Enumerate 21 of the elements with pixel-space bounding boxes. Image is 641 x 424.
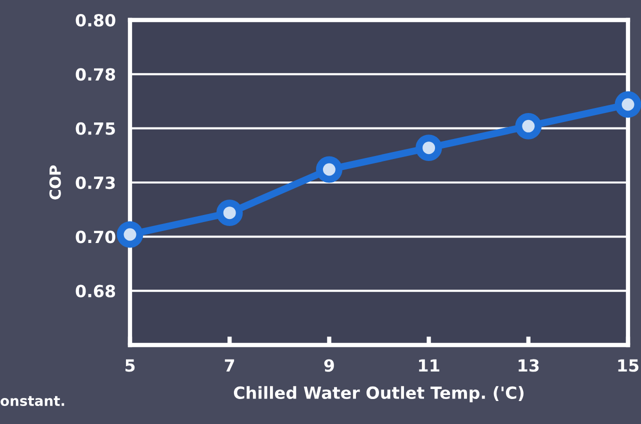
text: onstant. [0, 396, 64, 406]
x-tick-label: 7 [224, 359, 234, 372]
y-tick-label: 0.73 [76, 176, 115, 190]
y-axis-title: COP [49, 165, 61, 200]
x-tick-label: 5 [125, 359, 135, 372]
x-tick-label: 11 [419, 359, 440, 372]
x-tick-label: 15 [618, 359, 638, 372]
point [216, 200, 243, 226]
point [515, 112, 542, 140]
x-axis-title: Chilled Water Outlet Temp. ('C) [234, 386, 524, 402]
point [316, 156, 342, 183]
point [614, 91, 641, 118]
y-tick-label: 0.78 [76, 68, 116, 81]
y-tick-label: 0.70 [76, 230, 116, 244]
x-tick-label: 9 [324, 359, 334, 372]
x-tick-label: 13 [518, 359, 539, 372]
point [416, 134, 442, 162]
point [116, 221, 144, 248]
y-tick-label: 0.75 [76, 122, 115, 135]
y-tick-label: 0.68 [76, 284, 116, 298]
y-tick-label: 0.80 [76, 14, 116, 27]
